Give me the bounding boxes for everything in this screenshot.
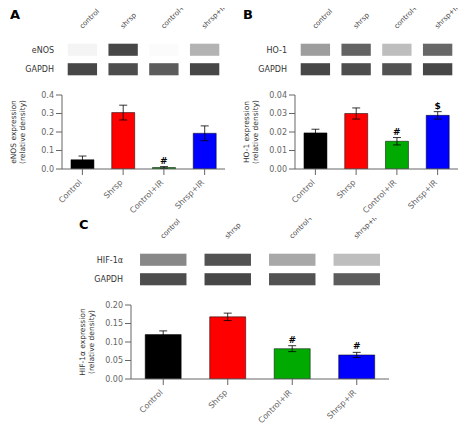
svg-text:0.02: 0.02 (269, 128, 287, 137)
svg-text:HIF-1α expression(relative den: HIF-1α expression(relative density) (78, 308, 96, 376)
svg-text:Control+IR: Control+IR (257, 388, 294, 423)
svg-text:0.2: 0.2 (41, 128, 54, 137)
svg-text:control: control (159, 218, 182, 240)
svg-text:HIF-1α: HIF-1α (97, 256, 123, 265)
html-text:C: C (79, 217, 89, 232)
svg-text:0.0: 0.0 (41, 165, 54, 174)
html-text:A: A (10, 7, 21, 22)
svg-text:#: # (353, 341, 361, 351)
svg-text:0.4: 0.4 (41, 91, 54, 100)
svg-text:0.3: 0.3 (41, 109, 54, 118)
svg-text:eNOS: eNOS (32, 46, 54, 55)
svg-text:eNOS expression(relative densi: eNOS expression(relative density) (9, 100, 27, 164)
svg-text:0.10: 0.10 (105, 338, 123, 347)
svg-text:GAPDH: GAPDH (258, 65, 287, 74)
svg-text:GAPDH: GAPDH (94, 275, 123, 284)
svg-text:Shrsp: Shrsp (207, 388, 229, 410)
svg-text:shrsp+IR: shrsp+IR (353, 218, 381, 240)
svg-text:shrsp: shrsp (119, 11, 139, 31)
svg-text:control+IR: control+IR (288, 218, 320, 240)
svg-text:Control: Control (138, 388, 165, 415)
svg-text:control: control (311, 8, 334, 30)
svg-text:shrsp: shrsp (224, 221, 244, 241)
svg-text:Control: Control (290, 178, 317, 205)
svg-text:0.05: 0.05 (105, 356, 123, 365)
svg-text:shrsp: shrsp (352, 11, 372, 31)
svg-text:shrsp+IR: shrsp+IR (433, 8, 461, 30)
svg-text:control+IR: control+IR (160, 8, 192, 30)
svg-text:0.00: 0.00 (269, 165, 287, 174)
svg-text:Control+IR: Control+IR (128, 178, 165, 213)
svg-text:#: # (393, 127, 401, 137)
svg-text:0.03: 0.03 (269, 109, 287, 118)
svg-text:Shrsp+IR: Shrsp+IR (406, 178, 439, 211)
svg-text:0.1: 0.1 (41, 146, 54, 155)
svg-text:GAPDH: GAPDH (25, 65, 54, 74)
svg-text:0.00: 0.00 (105, 375, 123, 384)
svg-text:HO-1: HO-1 (266, 46, 287, 55)
svg-text:Shrsp+IR: Shrsp+IR (325, 388, 358, 421)
svg-text:control+IR: control+IR (393, 8, 425, 30)
svg-text:Shrsp: Shrsp (335, 178, 357, 200)
svg-text:Control: Control (57, 178, 84, 205)
svg-text:Shrsp+IR: Shrsp+IR (173, 178, 206, 211)
svg-text:Control+IR: Control+IR (361, 178, 398, 213)
svg-text:0.20: 0.20 (105, 301, 123, 310)
svg-text:0.15: 0.15 (105, 319, 123, 328)
svg-text:Shrsp: Shrsp (102, 178, 124, 200)
svg-text:#: # (160, 156, 168, 166)
svg-text:0.04: 0.04 (269, 91, 287, 100)
svg-text:HO-1 expression(relative densi: HO-1 expression(relative density) (242, 100, 260, 164)
svg-text:0.01: 0.01 (269, 146, 287, 155)
svg-text:#: # (288, 335, 296, 345)
html-text:B: B (243, 7, 253, 22)
svg-text:$: $ (434, 101, 440, 111)
svg-text:control: control (78, 8, 101, 30)
svg-text:shrsp+IR: shrsp+IR (200, 8, 228, 30)
